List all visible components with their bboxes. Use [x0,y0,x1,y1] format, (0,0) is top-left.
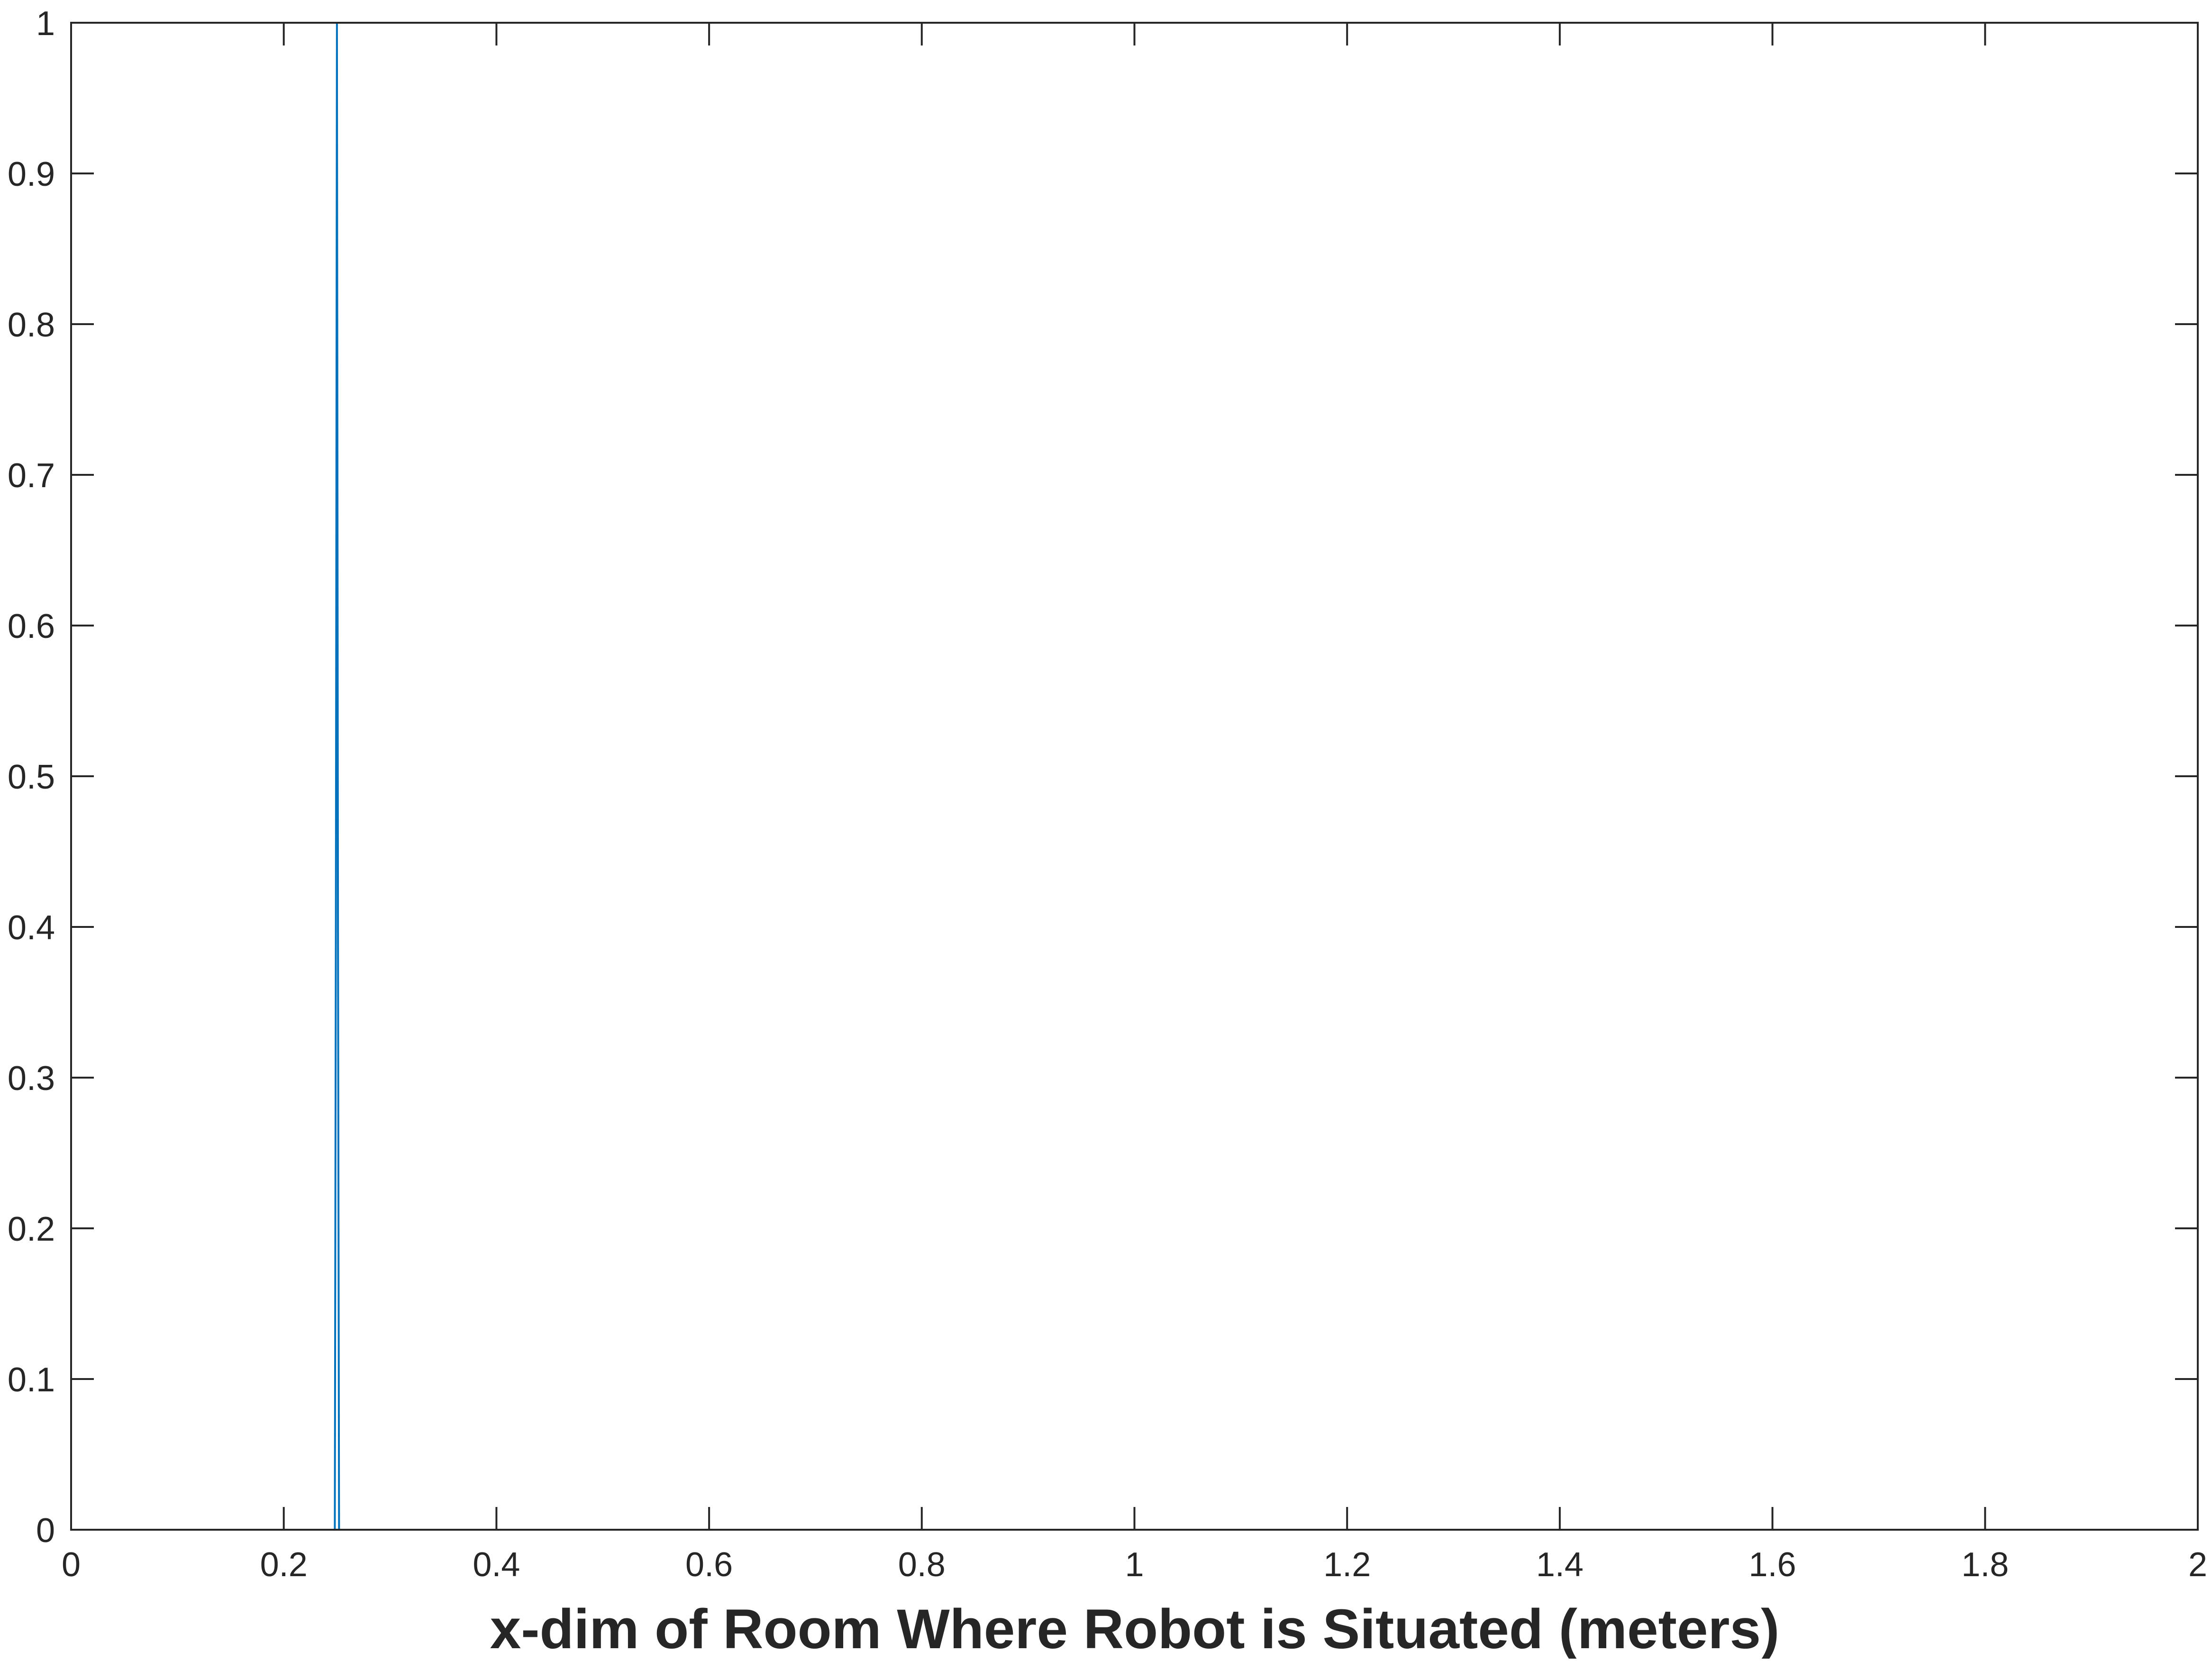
x-axis-label: x-dim of Room Where Robot is Situated (m… [490,1598,1780,1659]
x-tick-label: 1.8 [1961,1546,2009,1584]
ticks [70,22,2199,1531]
y-tick-label: 0.9 [8,155,55,193]
plot-area [70,22,2199,1531]
x-tick-label: 0 [62,1546,81,1584]
x-tick-label: 0.2 [260,1546,308,1584]
series-line-1 [71,22,2198,1531]
y-tick-label: 0.7 [8,457,55,495]
x-tick-label: 0.6 [685,1546,733,1584]
x-tick-label: 1 [1125,1546,1144,1584]
x-tick-label: 0.4 [473,1546,520,1584]
y-tick-label: 1 [36,5,55,43]
tick-labels: 0 0.2 0.4 0.6 0.8 1 1.2 1.4 1.6 1.8 2 0 0.1 0.2 0.3 0.4… [8,5,2207,1584]
x-tick-label: 1.2 [1323,1546,1371,1584]
axes-box [70,22,2199,1531]
x-tick-label: 0.8 [898,1546,946,1584]
y-tick-label: 0.6 [8,608,55,645]
y-tick-label: 0.4 [8,909,55,947]
y-tick-label: 0.2 [8,1210,55,1248]
y-tick-label: 0.3 [8,1060,55,1098]
y-tick-label: 0.5 [8,758,55,796]
x-tick-label: 2 [2188,1546,2207,1584]
y-tick-label: 0 [36,1512,55,1550]
y-tick-label: 0.1 [8,1361,55,1399]
x-tick-label: 1.6 [1749,1546,1796,1584]
x-tick-label: 1.4 [1536,1546,1584,1584]
y-tick-label: 0.8 [8,306,55,344]
